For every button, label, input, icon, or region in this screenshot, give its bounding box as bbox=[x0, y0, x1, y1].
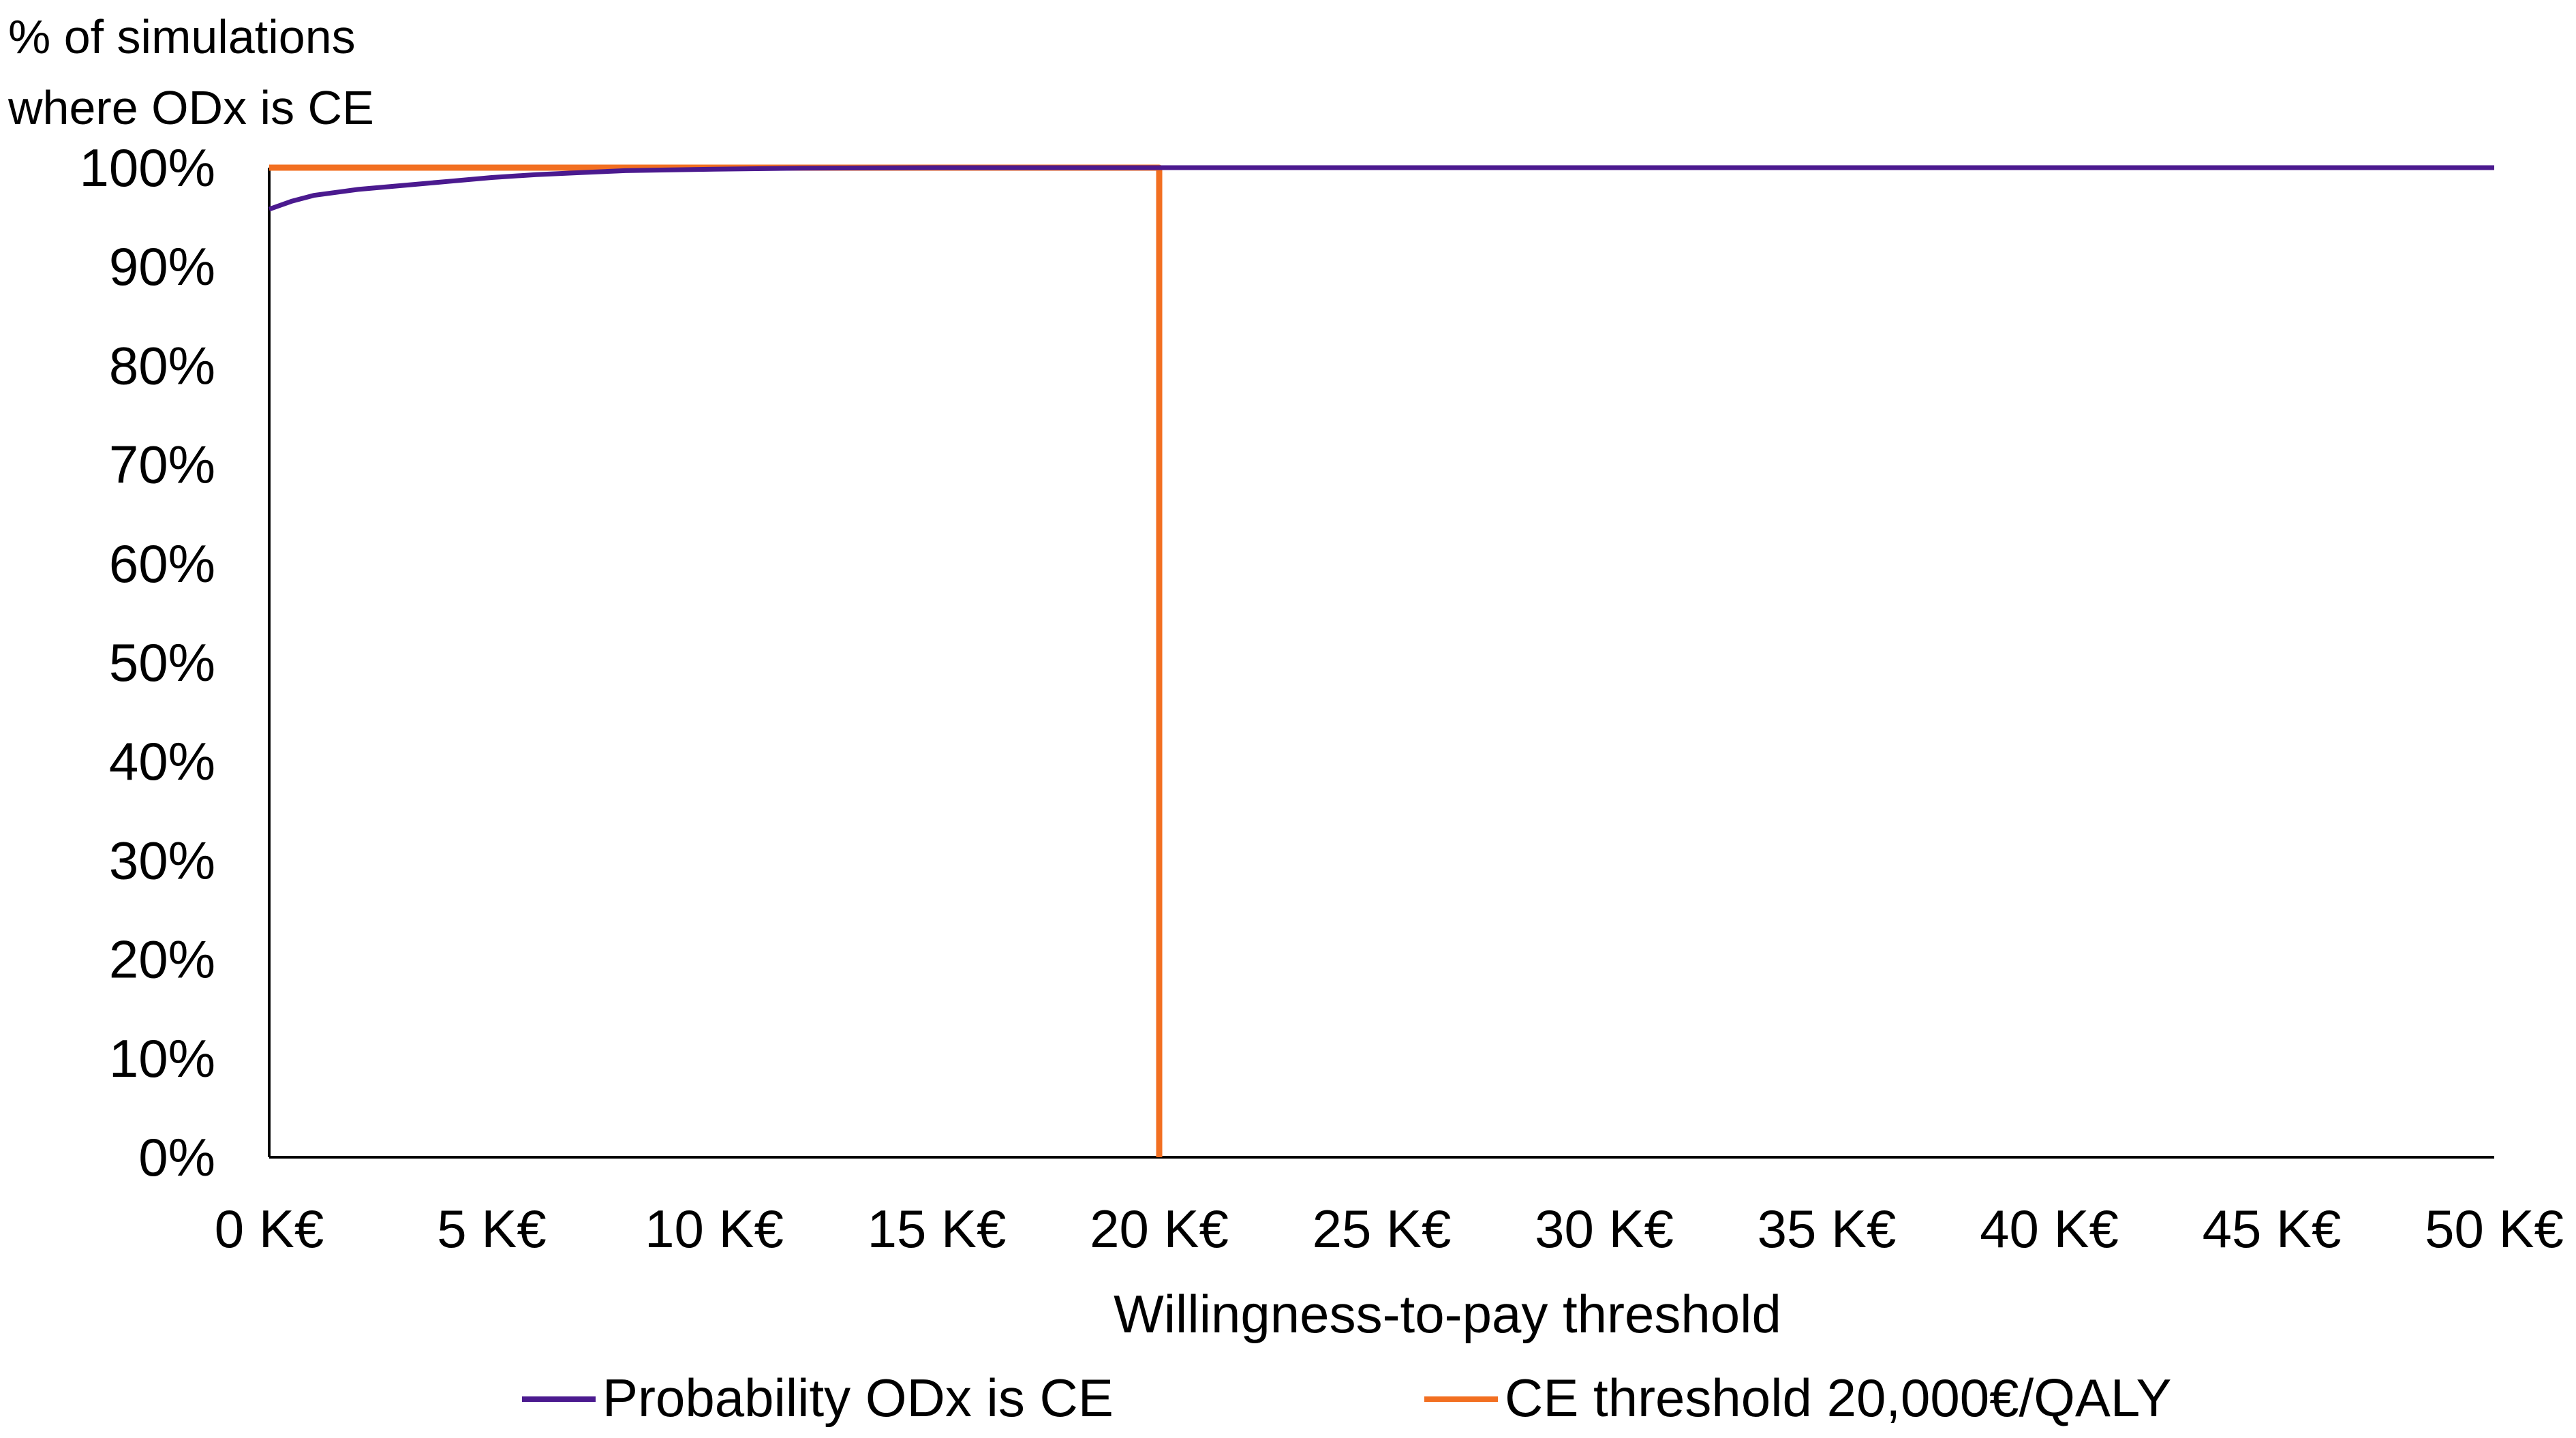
series-lines bbox=[268, 164, 2494, 1157]
y-tick-label: 60% bbox=[109, 534, 215, 594]
x-tick-label: 30 K€ bbox=[1535, 1199, 1674, 1259]
y-tick-label: 10% bbox=[109, 1028, 215, 1088]
x-tick-label: 15 K€ bbox=[868, 1199, 1007, 1259]
x-tick-label: 40 K€ bbox=[1980, 1199, 2119, 1259]
y-tick-label: 80% bbox=[109, 335, 215, 395]
y-tick-label: 40% bbox=[109, 731, 215, 791]
y-axis-title: % of simulations where ODx is CE bbox=[8, 1, 374, 143]
legend-label-threshold: CE threshold 20,000€/QALY bbox=[1505, 1368, 2172, 1428]
x-tick-label: 20 K€ bbox=[1090, 1199, 1229, 1259]
y-tick-label: 50% bbox=[109, 632, 215, 692]
y-axis-title-line-1: % of simulations bbox=[8, 10, 356, 63]
y-tick-label: 100% bbox=[80, 138, 216, 198]
y-tick-label: 70% bbox=[109, 435, 215, 495]
x-tick-label: 45 K€ bbox=[2203, 1199, 2342, 1259]
x-axis-title: Willingness-to-pay threshold bbox=[1114, 1284, 1781, 1344]
y-axis-title-line-2: where ODx is CE bbox=[8, 81, 374, 134]
x-tick-label: 50 K€ bbox=[2425, 1199, 2564, 1259]
y-tick-label: 0% bbox=[138, 1127, 215, 1187]
y-tick-label: 30% bbox=[109, 830, 215, 890]
x-tick-label: 35 K€ bbox=[1758, 1199, 1897, 1259]
legend: Probability ODx is CE CE threshold 20,00… bbox=[522, 1368, 2172, 1428]
y-tick-label: 20% bbox=[109, 930, 215, 990]
series-line-probability bbox=[268, 165, 2494, 212]
y-tick-labels: 0% 10% 20% 30% 40% 50% 60% 70% 80% 90% 100% bbox=[80, 138, 216, 1187]
x-tick-label: 0 K€ bbox=[215, 1199, 324, 1259]
y-tick-label: 90% bbox=[109, 236, 215, 296]
x-tick-label: 10 K€ bbox=[645, 1199, 784, 1259]
series-line-threshold bbox=[269, 164, 1163, 1157]
axes bbox=[268, 168, 2494, 1159]
x-tick-labels: 0 K€ 5 K€ 10 K€ 15 K€ 20 K€ 25 K€ 30 K€ 35 K€ 40… bbox=[215, 1199, 2564, 1259]
legend-label-probability: Probability ODx is CE bbox=[602, 1368, 1114, 1428]
x-tick-label: 5 K€ bbox=[437, 1199, 546, 1259]
x-tick-label: 25 K€ bbox=[1313, 1199, 1452, 1259]
